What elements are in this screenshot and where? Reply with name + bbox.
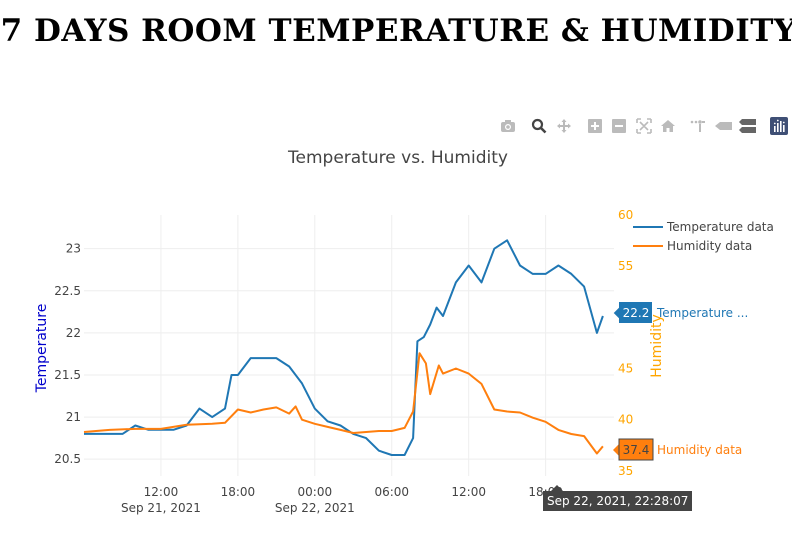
hover-humidity-name: Humidity data — [657, 443, 742, 457]
x-tick-label: 12:00 — [144, 485, 179, 499]
series-layer — [83, 239, 604, 456]
hover-compare-icon[interactable] — [738, 116, 758, 136]
y-tick-label: 21 — [66, 410, 81, 424]
legend[interactable]: Temperature data Humidity data — [633, 220, 774, 253]
y2-tick-label: 45 — [618, 362, 633, 376]
x-tick-label: 06:00 — [374, 485, 409, 499]
y-axis-ticks: 20.5 21 21.5 22 22.5 23 — [54, 242, 81, 466]
pan-icon[interactable] — [554, 116, 574, 136]
temperature-line — [84, 239, 604, 456]
y-axis-label: Temperature — [34, 304, 50, 394]
y-tick-label: 20.5 — [54, 452, 81, 466]
hover-closest-icon[interactable] — [714, 116, 734, 136]
hover-x-arrow — [551, 485, 563, 491]
x-tick-label: 12:00 — [451, 485, 486, 499]
x-tick-label: 00:00 — [298, 485, 333, 499]
x-date-label: Sep 21, 2021 — [121, 501, 201, 515]
zoom-out-icon[interactable] — [609, 116, 629, 136]
y-tick-label: 21.5 — [54, 368, 81, 382]
hover-humidity-value: 37.4 — [623, 443, 650, 457]
page-title: 7 DAYS ROOM TEMPERATURE & HUMIDITY — [0, 13, 792, 49]
x-tick-label: 18:00 — [221, 485, 256, 499]
y-tick-label: 22 — [66, 326, 81, 340]
humidity-line — [83, 352, 604, 455]
hover-x-label: Sep 22, 2021, 22:28:07 — [543, 491, 693, 511]
legend-label-humidity[interactable]: Humidity data — [667, 239, 752, 253]
y2-tick-label: 35 — [618, 464, 633, 478]
chart-title: Temperature vs. Humidity — [287, 148, 508, 168]
x-date-label: Sep 22, 2021 — [275, 501, 355, 515]
hover-label-humidity: 37.4 Humidity data — [613, 438, 742, 461]
hover-temperature-name: Temperature ... — [656, 306, 748, 320]
modebar — [496, 116, 792, 136]
spike-lines-icon[interactable] — [688, 116, 708, 136]
y2-tick-label: 55 — [618, 259, 633, 273]
zoom-in-icon[interactable] — [585, 116, 605, 136]
y2-axis-ticks: 354045505560 — [618, 208, 633, 478]
camera-icon[interactable] — [498, 116, 518, 136]
hover-temperature-value: 22.2 — [623, 306, 650, 320]
autoscale-icon[interactable] — [634, 116, 654, 136]
reset-axes-icon[interactable] — [658, 116, 678, 136]
y2-tick-label: 40 — [618, 413, 633, 427]
y2-tick-label: 60 — [618, 208, 633, 222]
legend-label-temperature[interactable]: Temperature data — [666, 220, 774, 234]
plotly-logo-icon[interactable] — [769, 116, 789, 136]
zoom-icon[interactable] — [529, 116, 549, 136]
y-tick-label: 22.5 — [54, 284, 81, 298]
hover-label-temperature: 22.2 Temperature ... — [612, 302, 748, 323]
y-tick-label: 23 — [66, 242, 81, 256]
grid — [84, 215, 614, 476]
y2-axis-label: Humidity — [649, 314, 665, 377]
